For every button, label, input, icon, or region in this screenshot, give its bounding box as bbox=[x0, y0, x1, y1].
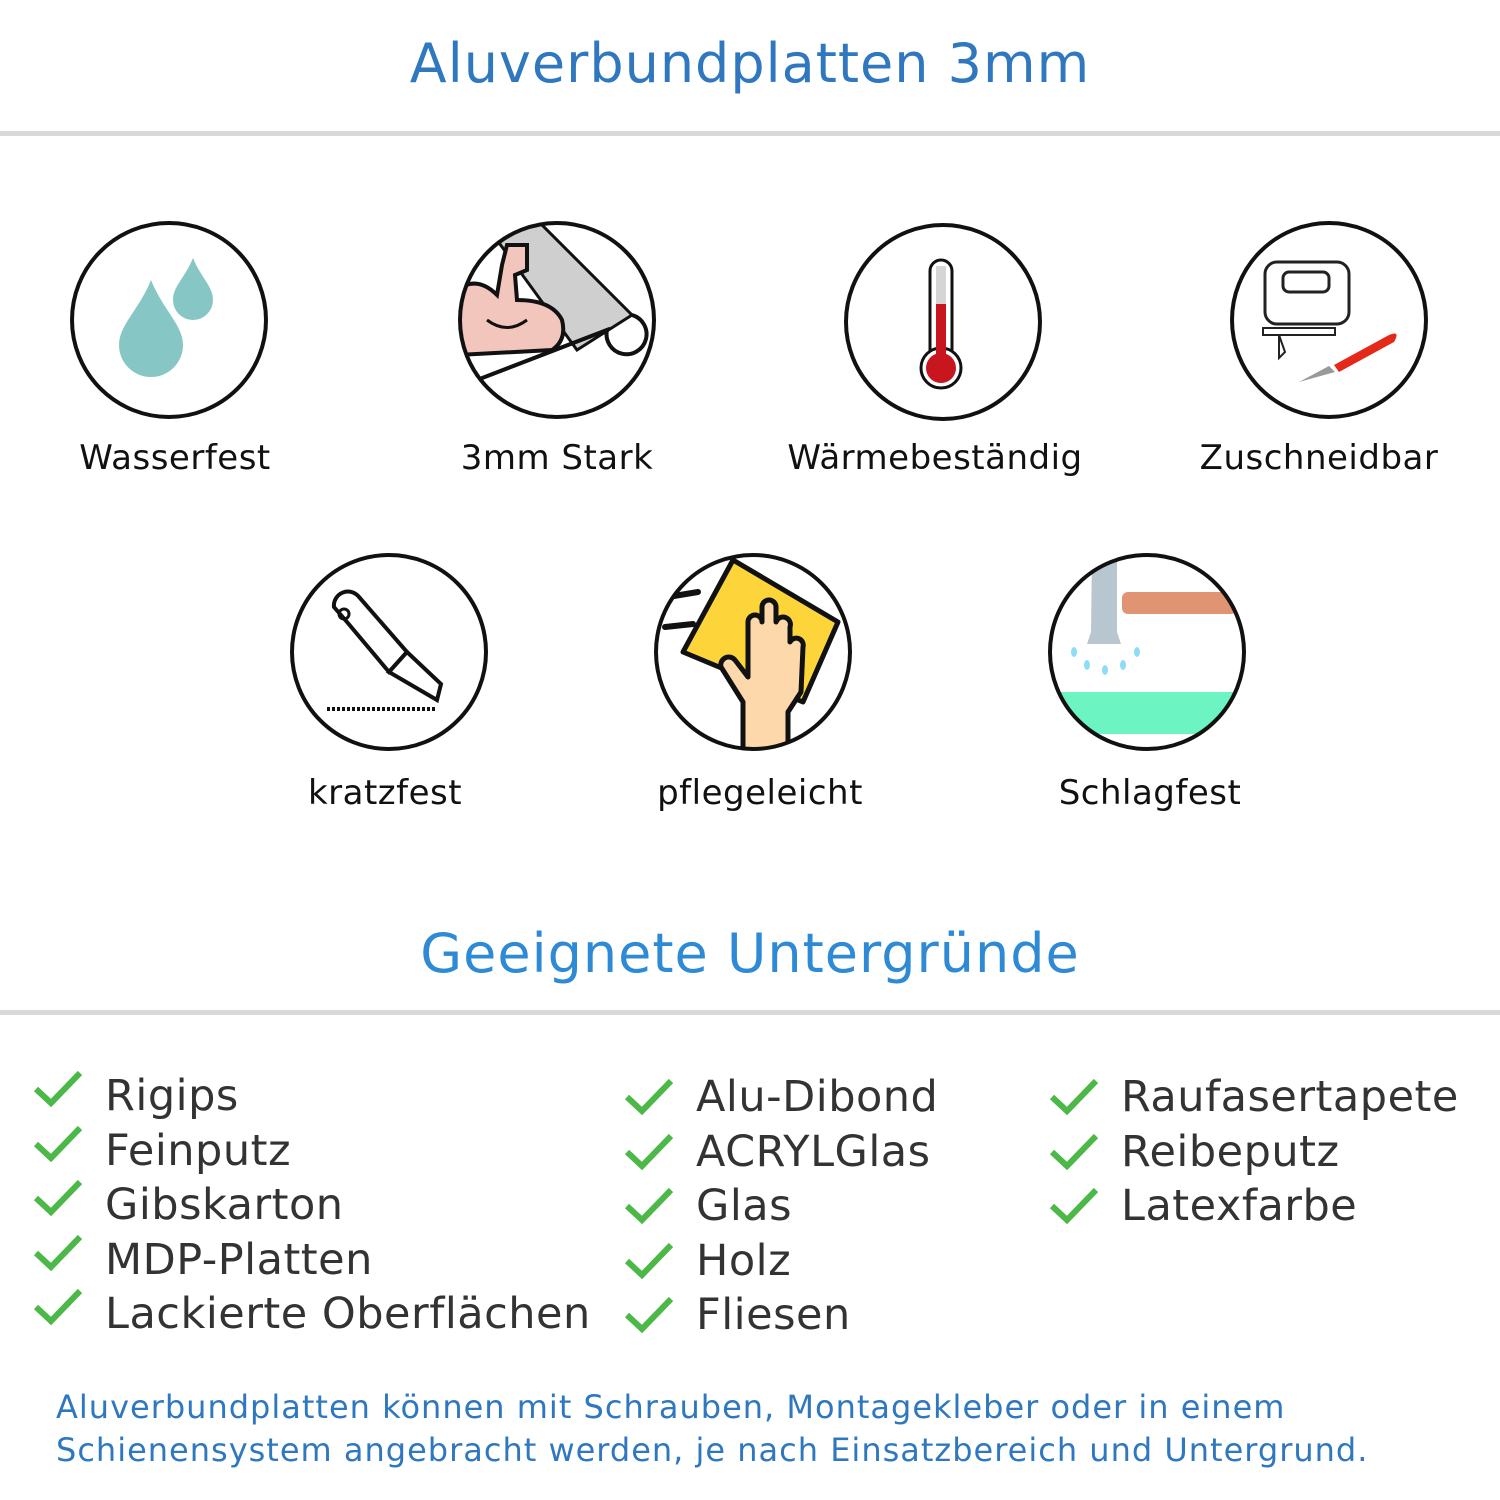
surface-list-item: Reibeputz bbox=[1049, 1127, 1340, 1177]
surface-list-item: Holz bbox=[624, 1236, 791, 1286]
divider bbox=[0, 1010, 1500, 1015]
feature-label: Zuschneidbar bbox=[1199, 438, 1439, 478]
surface-list-item: Lackierte Oberflächen bbox=[33, 1282, 591, 1339]
surface-label: Rigips bbox=[105, 1071, 239, 1121]
check-icon bbox=[1049, 1078, 1099, 1116]
surface-label: MDP-Platten bbox=[105, 1234, 373, 1285]
check-icon bbox=[1049, 1133, 1099, 1170]
feature-label: 3mm Stark bbox=[460, 438, 654, 478]
surface-list-item: ACRYLGlas bbox=[624, 1127, 931, 1177]
check-icon bbox=[624, 1133, 674, 1170]
check-icon bbox=[33, 1070, 83, 1108]
cleaning-hand-icon bbox=[654, 553, 852, 751]
section-title: Geeignete Untergründe bbox=[420, 922, 1080, 985]
surface-label: Feinputz bbox=[105, 1125, 292, 1176]
surface-label: Alu-Dibond bbox=[696, 1072, 939, 1122]
surface-label: Raufasertapete bbox=[1121, 1072, 1459, 1122]
check-icon bbox=[624, 1187, 674, 1225]
feature-label: Wasserfest bbox=[79, 438, 271, 478]
surface-label: ACRYLGlas bbox=[696, 1126, 931, 1177]
surface-label: Reibeputz bbox=[1121, 1126, 1340, 1177]
feature-label: kratzfest bbox=[307, 773, 463, 813]
surface-list-item: Feinputz bbox=[33, 1119, 291, 1176]
check-icon bbox=[624, 1078, 674, 1116]
strong-arm-icon bbox=[458, 221, 656, 419]
check-icon bbox=[1049, 1187, 1099, 1225]
feature-label: Wärmebeständig bbox=[787, 438, 1083, 478]
surface-label: Fliesen bbox=[696, 1290, 851, 1340]
thermometer-icon bbox=[844, 223, 1042, 421]
water-drops-icon bbox=[70, 221, 268, 419]
feature-label: Schlagfest bbox=[1058, 773, 1242, 813]
check-icon bbox=[33, 1288, 83, 1326]
surface-label: Glas bbox=[696, 1181, 793, 1231]
footer-line: Schienensystem angebracht werden, je nac… bbox=[56, 1431, 1369, 1469]
surface-label: Gibskarton bbox=[105, 1180, 344, 1230]
check-icon bbox=[33, 1125, 83, 1162]
surface-list-item: Latexfarbe bbox=[1049, 1181, 1357, 1231]
footer-line: Aluverbundplatten können mit Schrauben, … bbox=[56, 1388, 1286, 1426]
surface-list-item: Alu-Dibond bbox=[624, 1072, 938, 1122]
surface-label: Holz bbox=[696, 1235, 792, 1286]
hammer-icon bbox=[1048, 553, 1246, 751]
check-icon bbox=[624, 1242, 674, 1279]
divider bbox=[0, 131, 1500, 136]
check-icon bbox=[624, 1296, 674, 1334]
surface-list-item: Raufasertapete bbox=[1049, 1072, 1459, 1122]
check-icon bbox=[33, 1179, 83, 1217]
surface-label: Lackierte Oberflächen bbox=[105, 1289, 591, 1339]
surface-list-item: MDP-Platten bbox=[33, 1228, 373, 1285]
surface-list-item: Gibskarton bbox=[33, 1173, 344, 1230]
check-icon bbox=[33, 1234, 83, 1271]
jigsaw-knife-icon bbox=[1230, 221, 1428, 419]
surface-list-item: Glas bbox=[624, 1181, 792, 1231]
feature-label: pflegeleicht bbox=[657, 773, 863, 813]
surface-list-item: Fliesen bbox=[624, 1290, 851, 1340]
surface-label: Latexfarbe bbox=[1121, 1181, 1358, 1231]
cutter-knife-icon bbox=[290, 553, 488, 751]
surface-list-item: Rigips bbox=[33, 1064, 239, 1121]
page-title: Aluverbundplatten 3mm bbox=[409, 32, 1091, 95]
